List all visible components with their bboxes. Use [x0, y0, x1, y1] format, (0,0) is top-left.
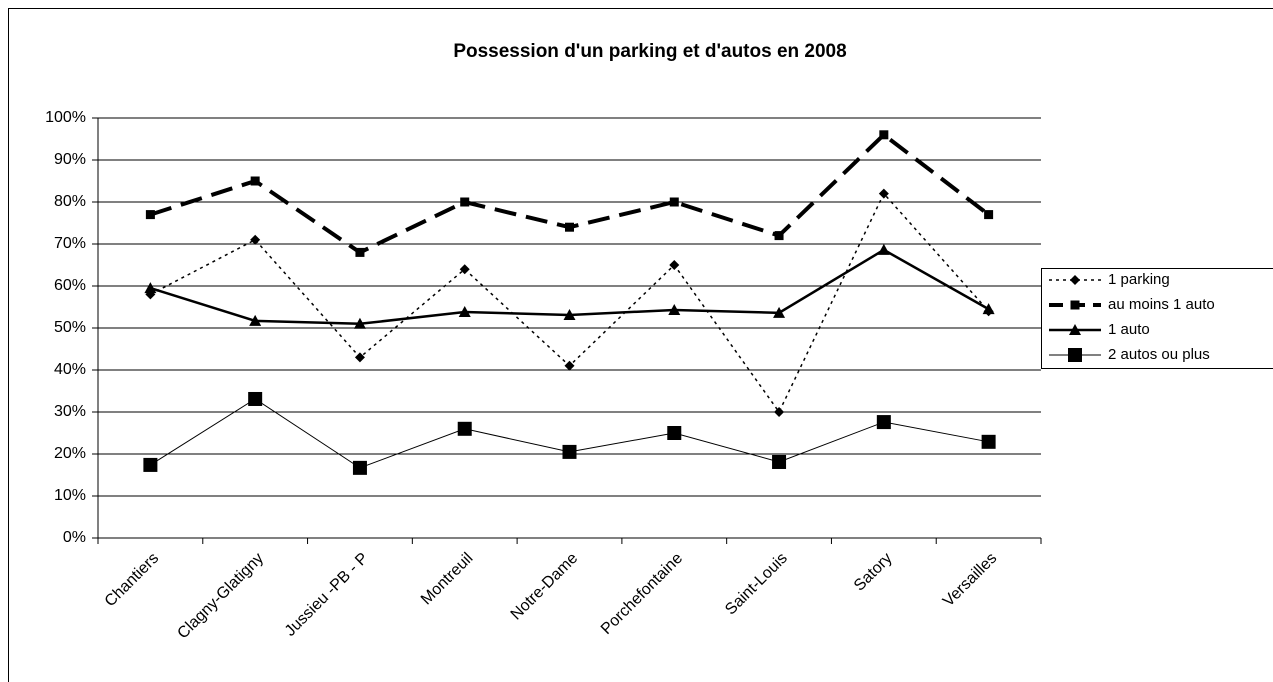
- marker: [981, 434, 996, 449]
- marker: [669, 260, 680, 270]
- marker: [877, 243, 890, 255]
- y-tick-label: 40%: [54, 361, 86, 378]
- marker: [1070, 300, 1080, 310]
- marker: [459, 264, 470, 275]
- y-tick-label: 50%: [54, 319, 86, 336]
- marker: [563, 308, 576, 320]
- marker: [352, 460, 367, 475]
- y-tick-label: 30%: [54, 403, 86, 420]
- marker: [668, 303, 681, 315]
- y-tick-label: 90%: [54, 151, 86, 168]
- y-tick-label: 0%: [63, 529, 86, 546]
- marker: [669, 197, 679, 207]
- marker: [1069, 324, 1081, 335]
- marker: [982, 303, 995, 315]
- marker: [355, 247, 365, 257]
- marker: [143, 457, 158, 472]
- legend-label: 1 auto: [1108, 321, 1150, 338]
- marker: [1070, 275, 1080, 285]
- marker: [667, 426, 682, 440]
- marker: [876, 415, 891, 430]
- marker: [878, 188, 889, 199]
- legend-label: 2 autos ou plus: [1108, 346, 1210, 363]
- marker: [354, 352, 365, 363]
- marker: [458, 306, 471, 318]
- marker: [460, 197, 470, 207]
- marker: [562, 444, 577, 459]
- y-tick-label: 70%: [54, 235, 86, 252]
- legend-label: au moins 1 auto: [1108, 296, 1215, 313]
- y-tick-label: 60%: [54, 277, 86, 294]
- marker: [773, 306, 786, 318]
- marker: [145, 210, 155, 220]
- marker: [879, 130, 889, 140]
- marker: [984, 210, 994, 220]
- marker: [250, 176, 260, 186]
- y-tick-label: 10%: [54, 487, 86, 504]
- marker: [774, 231, 784, 241]
- chart-title: Possession d'un parking et d'autos en 20…: [453, 41, 846, 62]
- marker: [772, 454, 787, 469]
- marker: [144, 282, 157, 294]
- marker: [457, 421, 472, 436]
- marker: [248, 391, 263, 406]
- marker: [249, 314, 262, 326]
- legend-label: 1 parking: [1108, 271, 1170, 288]
- marker: [564, 360, 575, 371]
- marker: [774, 407, 785, 417]
- marker: [250, 234, 261, 245]
- marker: [1068, 348, 1082, 362]
- y-tick-label: 20%: [54, 445, 86, 462]
- marker: [353, 317, 366, 329]
- y-tick-label: 80%: [54, 193, 86, 210]
- y-tick-label: 100%: [45, 109, 86, 126]
- marker: [565, 222, 574, 232]
